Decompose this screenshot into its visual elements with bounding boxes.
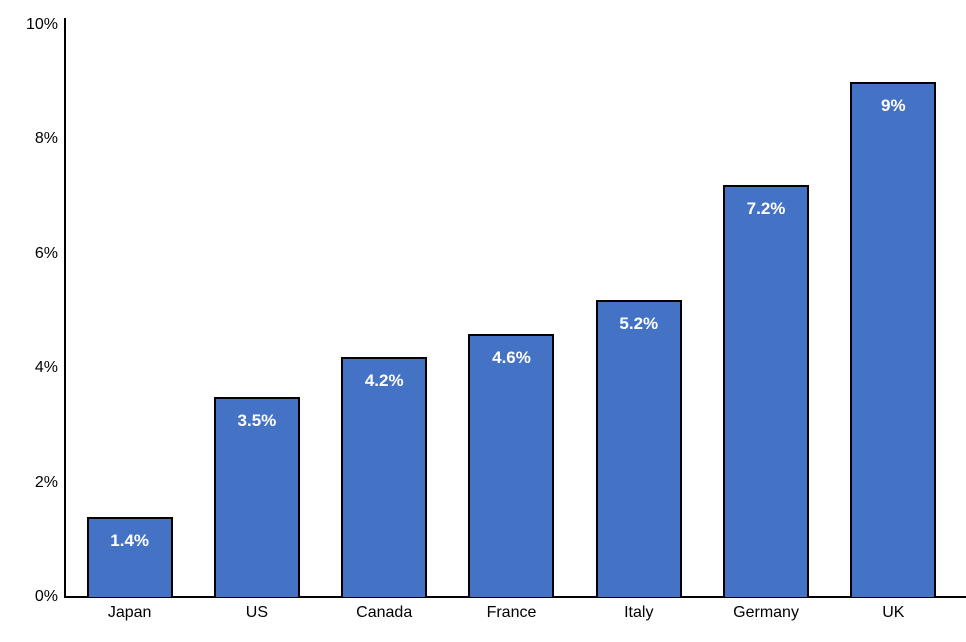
bar-value-label: 9% (881, 96, 906, 116)
x-axis-label-japan: Japan (107, 604, 152, 621)
x-axis-category-labels: Japan US Canada France Italy Germany UK (66, 604, 957, 622)
bar-value-label: 4.2% (364, 370, 404, 390)
y-tick-label: 2% (34, 473, 58, 491)
x-axis-label-canada: Canada (356, 604, 413, 621)
plot-area: 1.4% 3.5% 4.2% 4.6% 5.2% 7.2% 9% (66, 25, 957, 597)
bar-value-label: 4.6% (492, 347, 531, 367)
x-axis-label-italy: Italy (624, 604, 654, 621)
bar-value-label: 3.5% (237, 410, 277, 430)
x-axis-label-germany: Germany (733, 604, 799, 621)
bar-germany: 7.2% (723, 185, 810, 597)
bar-uk: 9% (850, 82, 937, 597)
y-tick-label: 0% (34, 588, 58, 605)
bar-france: 4.6% (468, 333, 555, 597)
bar-canada: 4.2% (341, 356, 428, 597)
bar-slot: 5.2% (575, 25, 702, 597)
bar-value-label: 5.2% (619, 313, 659, 333)
bar-value-label: 1.4% (110, 530, 150, 550)
bar-slot: 3.5% (193, 25, 320, 597)
x-axis-line (64, 596, 966, 598)
x-axis-label-uk: UK (882, 604, 905, 621)
bar-italy: 5.2% (595, 299, 682, 597)
x-axis-label-france: France (486, 604, 537, 621)
y-tick-label: 4% (34, 359, 58, 377)
bar-slot: 4.2% (321, 25, 448, 597)
y-tick-label: 8% (34, 130, 58, 148)
bar-japan: 1.4% (86, 516, 173, 597)
bar-slot: 1.4% (66, 25, 193, 597)
bar-slot: 7.2% (702, 25, 829, 597)
bar-slot: 9% (830, 25, 957, 597)
y-axis-line (64, 18, 66, 598)
x-axis-label-us: US (245, 604, 269, 621)
y-tick-label: 6% (34, 244, 58, 262)
y-tick-label: 10% (25, 16, 58, 33)
bar-slot: 4.6% (448, 25, 575, 597)
bar-us: 3.5% (213, 396, 300, 597)
bar-value-label: 7.2% (746, 199, 786, 219)
